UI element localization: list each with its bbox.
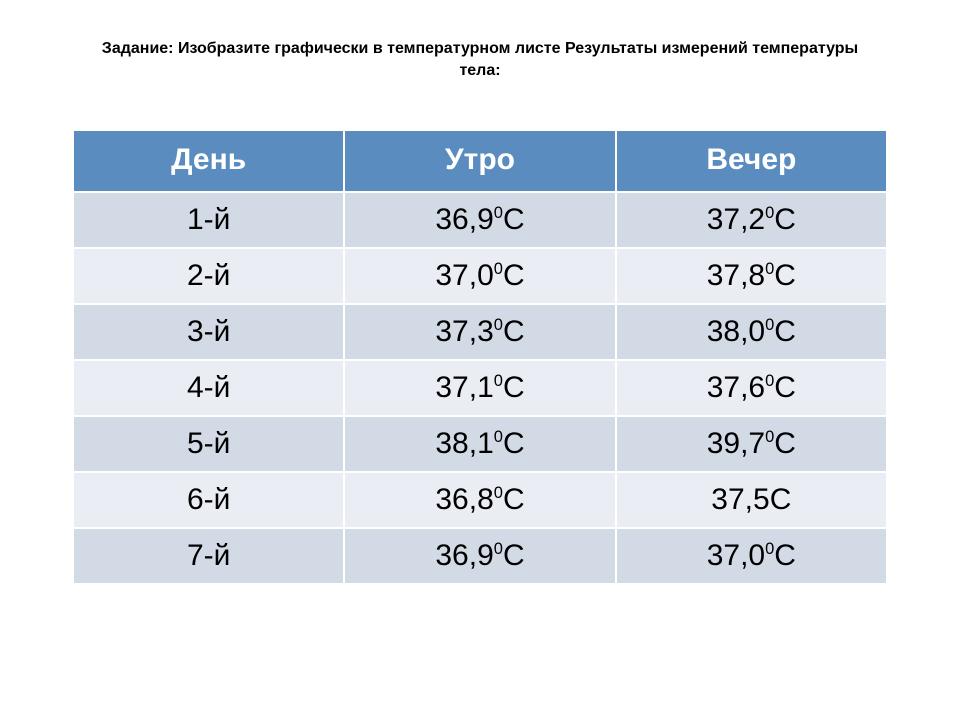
cell-morning: 37,30С (344, 304, 615, 360)
cell-day: 6-й (73, 472, 344, 528)
cell-evening: 37,00С (616, 528, 887, 584)
cell-morning: 36,90С (344, 192, 615, 248)
table-row: 1-й 36,90С 37,20С (73, 192, 887, 248)
cell-evening: 39,70С (616, 416, 887, 472)
cell-morning: 37,00С (344, 248, 615, 304)
task-title: Задание: Изобразите графически в темпера… (72, 38, 888, 81)
col-morning: Утро (344, 130, 615, 192)
col-evening: Вечер (616, 130, 887, 192)
cell-evening: 37,5С (616, 472, 887, 528)
cell-evening: 37,20С (616, 192, 887, 248)
cell-day: 5-й (73, 416, 344, 472)
col-day: День (73, 130, 344, 192)
table-header-row: День Утро Вечер (73, 130, 887, 192)
table-row: 2-й 37,00С 37,80С (73, 248, 887, 304)
cell-morning: 36,90С (344, 528, 615, 584)
table-row: 6-й 36,80С 37,5С (73, 472, 887, 528)
table-row: 5-й 38,10С 39,70С (73, 416, 887, 472)
cell-evening: 38,00С (616, 304, 887, 360)
cell-day: 2-й (73, 248, 344, 304)
cell-day: 4-й (73, 360, 344, 416)
cell-morning: 37,10С (344, 360, 615, 416)
table-row: 7-й 36,90С 37,00С (73, 528, 887, 584)
cell-morning: 38,10С (344, 416, 615, 472)
cell-evening: 37,80С (616, 248, 887, 304)
cell-day: 7-й (73, 528, 344, 584)
cell-day: 3-й (73, 304, 344, 360)
cell-morning: 36,80С (344, 472, 615, 528)
cell-evening: 37,60С (616, 360, 887, 416)
table-row: 4-й 37,10С 37,60С (73, 360, 887, 416)
temperature-table: День Утро Вечер 1-й 36,90С 37,20С 2-й 37… (72, 129, 888, 585)
cell-day: 1-й (73, 192, 344, 248)
table-row: 3-й 37,30С 38,00С (73, 304, 887, 360)
